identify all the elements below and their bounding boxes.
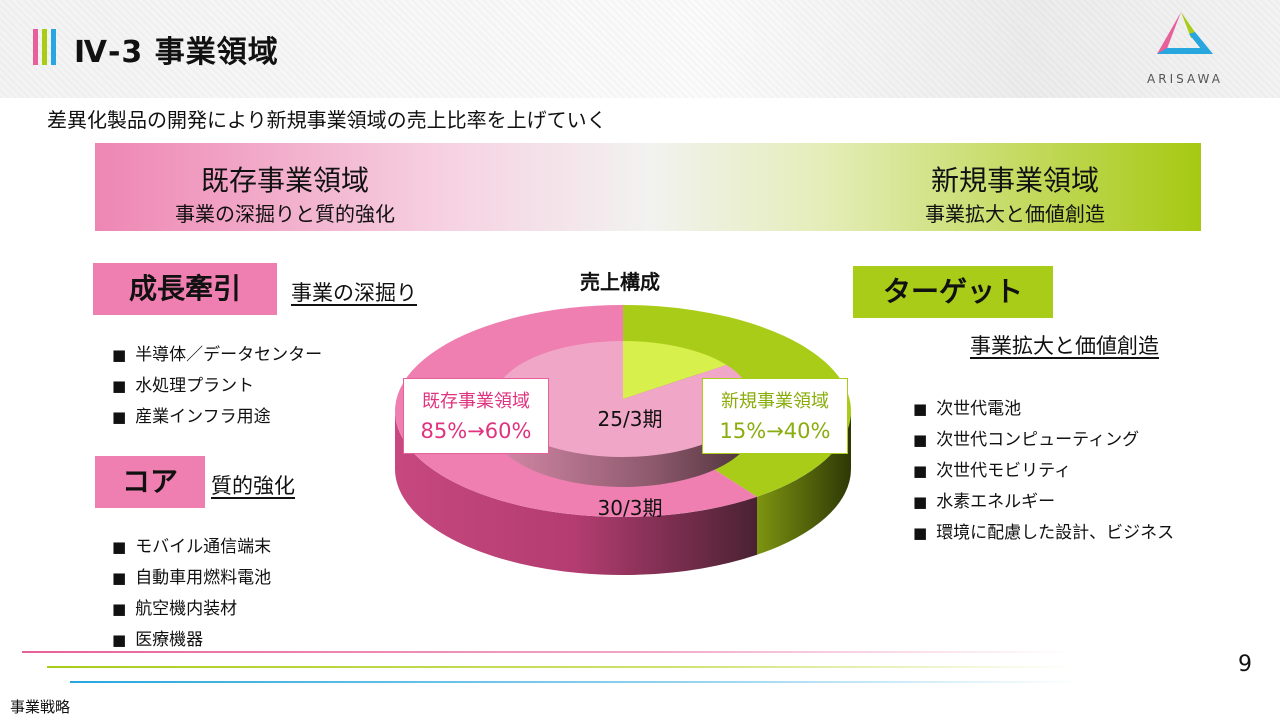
page-number: 9 bbox=[1238, 652, 1252, 677]
list-item: 次世代コンピューティング bbox=[913, 425, 1174, 456]
list-item: 次世代電池 bbox=[913, 394, 1174, 425]
domain-banner: 既存事業領域 事業の深掘りと質的強化 新規事業領域 事業拡大と価値創造 bbox=[95, 143, 1201, 231]
banner-left-title: 既存事業領域 bbox=[200, 164, 369, 197]
outer-existing-side bbox=[395, 411, 758, 575]
list-item: 次世代モビリティ bbox=[913, 456, 1174, 487]
inner-new-slice bbox=[623, 341, 727, 399]
footer-line-pink bbox=[22, 651, 1072, 653]
list-item: 半導体／データセンター bbox=[112, 340, 322, 371]
banner-right-subtitle: 事業拡大と価値創造 bbox=[925, 202, 1105, 226]
footer-section: 事業戦略 bbox=[10, 698, 71, 716]
inner-existing-slice bbox=[495, 341, 751, 457]
banner-left-subtitle: 事業の深掘りと質的強化 bbox=[175, 202, 395, 226]
new-callout: 新規事業領域 15%→40% bbox=[702, 378, 848, 454]
chart-title: 売上構成 bbox=[580, 270, 660, 294]
core-label: 質的強化 bbox=[211, 474, 295, 498]
arisawa-logo: ARISAWA bbox=[1135, 8, 1235, 90]
list-item: 産業インフラ用途 bbox=[112, 402, 322, 433]
core-tag: コア bbox=[95, 456, 205, 508]
existing-callout-title: 既存事業領域 bbox=[422, 391, 530, 412]
existing-callout: 既存事業領域 85%→60% bbox=[403, 378, 549, 454]
footer-line-blue bbox=[70, 681, 1080, 683]
target-tag: ターゲット bbox=[853, 266, 1053, 318]
existing-callout-value: 85%→60% bbox=[420, 419, 532, 443]
title-accent-bars bbox=[33, 29, 63, 65]
list-item: 水素エネルギー bbox=[913, 487, 1174, 518]
banner-right-title: 新規事業領域 bbox=[930, 164, 1099, 197]
core-list: モバイル通信端末 自動車用燃料電池 航空機内装材 医療機器 bbox=[112, 532, 271, 656]
list-item: 環境に配慮した設計、ビジネス bbox=[913, 518, 1174, 549]
growth-label: 事業の深掘り bbox=[291, 281, 417, 305]
footer-line-green bbox=[47, 666, 1077, 668]
subtitle: 差異化製品の開発により新規事業領域の売上比率を上げていく bbox=[47, 108, 607, 132]
outer-ring-label: 30/3期 bbox=[597, 496, 663, 520]
list-item: 自動車用燃料電池 bbox=[112, 563, 271, 594]
outer-new-side bbox=[757, 411, 851, 555]
list-item: 医療機器 bbox=[112, 625, 271, 656]
logo-text: ARISAWA bbox=[1147, 72, 1223, 86]
list-item: モバイル通信端末 bbox=[112, 532, 271, 563]
list-item: 航空機内装材 bbox=[112, 594, 271, 625]
new-callout-value: 15%→40% bbox=[719, 419, 831, 443]
target-list: 次世代電池 次世代コンピューティング 次世代モビリティ 水素エネルギー 環境に配… bbox=[913, 394, 1174, 549]
sales-composition-chart: 売上構成 25/3期 30/3期 既存事業領域 85%→60% 新規事業領域 1… bbox=[380, 258, 880, 588]
growth-list: 半導体／データセンター 水処理プラント 産業インフラ用途 bbox=[112, 340, 322, 433]
new-callout-title: 新規事業領域 bbox=[721, 391, 829, 412]
growth-tag: 成長牽引 bbox=[93, 263, 277, 315]
target-label: 事業拡大と価値創造 bbox=[970, 334, 1159, 358]
inner-ring-label: 25/3期 bbox=[597, 407, 663, 431]
header-bar: Ⅳ-3 事業領域 ARISAWA bbox=[0, 0, 1280, 98]
list-item: 水処理プラント bbox=[112, 371, 322, 402]
page-title: Ⅳ-3 事業領域 bbox=[74, 35, 279, 70]
